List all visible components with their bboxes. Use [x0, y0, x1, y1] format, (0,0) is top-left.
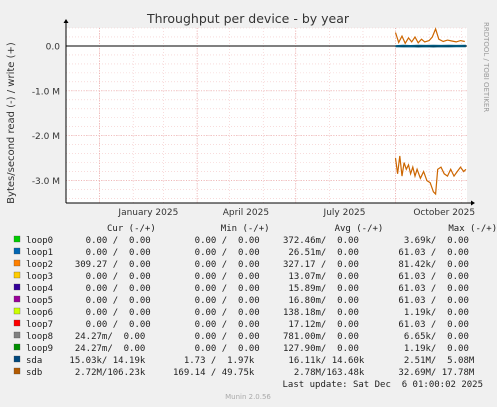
- legend-cur-loop9: 24.27m/ 0.00: [64, 344, 145, 354]
- legend-min-loop5: 0.00 / 0.00: [173, 296, 260, 306]
- legend-max-loop9: 1.19k/ 0.00: [393, 344, 469, 354]
- legend-swatch-loop2: [13, 259, 21, 267]
- legend-max-loop5: 61.03 / 0.00: [393, 296, 469, 306]
- legend-avg-loop7: 17.12m/ 0.00: [283, 320, 359, 330]
- legend-cur-loop0: 0.00 / 0.00: [64, 236, 151, 246]
- legend-max-loop3: 61.03 / 0.00: [393, 272, 469, 282]
- legend-swatch-loop8: [13, 331, 21, 339]
- legend-min-loop0: 0.00 / 0.00: [173, 236, 260, 246]
- legend-name-loop7: loop7: [26, 320, 53, 330]
- legend-max-loop8: 6.65k/ 0.00: [393, 332, 469, 342]
- legend-avg-loop3: 13.07m/ 0.00: [283, 272, 359, 282]
- y-tick-label: -1.0 M: [32, 87, 60, 97]
- series-lines: [394, 27, 467, 196]
- legend-cur-loop4: 0.00 / 0.00: [64, 284, 151, 294]
- legend-avg-sdb: 2.78M/163.48k: [283, 368, 365, 378]
- legend-cur-loop5: 0.00 / 0.00: [64, 296, 151, 306]
- rrdtool-credit: RRDTOOL / TOBI OETIKER: [482, 22, 490, 112]
- legend-max-loop2: 81.42k/ 0.00: [393, 260, 469, 270]
- legend-swatch-sdb: [13, 367, 21, 375]
- legend-avg-loop4: 15.89m/ 0.00: [283, 284, 359, 294]
- axes: 0.0 -1.0 M -2.0 M -3.0 M January 2025 April 2…: [32, 19, 475, 218]
- legend-name-loop8: loop8: [26, 332, 53, 342]
- legend-swatch-loop3: [13, 271, 21, 279]
- y-tick-label: 0.0: [46, 42, 61, 52]
- legend-min-loop4: 0.00 / 0.00: [173, 284, 260, 294]
- legend-name-loop4: loop4: [26, 284, 53, 294]
- legend-cur-loop2: 309.27 / 0.00: [64, 260, 151, 270]
- legend-swatch-loop1: [13, 247, 21, 255]
- legend-max-loop4: 61.03 / 0.00: [393, 284, 469, 294]
- legend-swatch-loop0: [13, 235, 21, 243]
- legend-swatch-loop4: [13, 283, 21, 291]
- legend-min-loop9: 0.00 / 0.00: [173, 344, 260, 354]
- x-tick-label: January 2025: [117, 208, 178, 218]
- legend-name-loop6: loop6: [26, 308, 53, 318]
- legend-avg-loop0: 372.46m/ 0.00: [283, 236, 359, 246]
- legend-name-sda: sda: [26, 356, 42, 366]
- x-axis-arrow: [471, 200, 475, 206]
- legend-max-loop6: 1.19k/ 0.00: [393, 308, 469, 318]
- legend-avg-loop6: 138.18m/ 0.00: [283, 308, 359, 318]
- legend-min-loop2: 0.00 / 0.00: [173, 260, 260, 270]
- legend-name-loop2: loop2: [26, 260, 53, 270]
- series-sdb-write: [394, 27, 465, 45]
- legend-name-sdb: sdb: [26, 368, 42, 378]
- legend-min-sda: 1.73 / 1.97k: [173, 356, 255, 366]
- legend-cur-loop1: 0.00 / 0.00: [64, 248, 151, 258]
- legend-cur-loop8: 24.27m/ 0.00: [64, 332, 145, 342]
- y-axis-label: Bytes/second read (-) / write (+): [6, 42, 17, 204]
- munin-version: Munin 2.0.56: [225, 393, 271, 401]
- chart-title: Throughput per device - by year: [146, 11, 350, 26]
- legend-cur-loop6: 0.00 / 0.00: [64, 308, 151, 318]
- series-sdb-read: [394, 155, 467, 196]
- legend-header: Cur (-/+) Min (-/+) Avg (-/+) Max (-/+): [107, 224, 497, 234]
- legend-swatch-loop9: [13, 343, 21, 351]
- legend-avg-sda: 16.11k/ 14.60k: [283, 356, 365, 366]
- legend-min-sdb: 169.14 / 49.75k: [173, 368, 255, 378]
- legend-avg-loop9: 127.90m/ 0.00: [283, 344, 359, 354]
- legend-max-sdb: 32.69M/ 17.78M: [393, 368, 475, 378]
- x-tick-label: April 2025: [223, 208, 269, 218]
- plot-area: [66, 28, 467, 203]
- y-tick-label: -2.0 M: [32, 132, 60, 142]
- legend-min-loop6: 0.00 / 0.00: [173, 308, 260, 318]
- legend-min-loop3: 0.00 / 0.00: [173, 272, 260, 282]
- legend-swatch-loop5: [13, 295, 21, 303]
- legend-cur-sda: 15.03k/ 14.19k: [64, 356, 146, 366]
- legend: loop0 0.00 / 0.00 0.00 / 0.00 372.46m/ 0.…: [13, 235, 475, 378]
- x-tick-label: October 2025: [413, 208, 475, 218]
- legend-name-loop9: loop9: [26, 344, 53, 354]
- legend-avg-loop1: 26.51m/ 0.00: [283, 248, 359, 258]
- legend-cur-sdb: 2.72M/106.23k: [64, 368, 146, 378]
- last-update: Last update: Sat Dec 6 01:00:02 2025: [283, 380, 483, 390]
- legend-swatch-sda: [13, 355, 21, 363]
- legend-avg-loop5: 16.80m/ 0.00: [283, 296, 359, 306]
- legend-name-loop1: loop1: [26, 248, 53, 258]
- legend-cur-loop7: 0.00 / 0.00: [64, 320, 151, 330]
- legend-max-sda: 2.51M/ 5.08M: [393, 356, 475, 366]
- x-tick-label: July 2025: [323, 208, 366, 218]
- legend-max-loop0: 3.69k/ 0.00: [393, 236, 469, 246]
- legend-min-loop7: 0.00 / 0.00: [173, 320, 260, 330]
- grid: [65, 27, 467, 203]
- legend-swatch-loop6: [13, 307, 21, 315]
- y-tick-label: -3.0 M: [32, 177, 60, 187]
- legend-cur-loop3: 0.00 / 0.00: [64, 272, 151, 282]
- legend-name-loop0: loop0: [26, 236, 53, 246]
- legend-swatch-loop7: [13, 319, 21, 327]
- legend-max-loop1: 61.03 / 0.00: [393, 248, 469, 258]
- legend-avg-loop8: 781.00m/ 0.00: [283, 332, 359, 342]
- legend-min-loop8: 0.00 / 0.00: [173, 332, 260, 342]
- legend-name-loop3: loop3: [26, 272, 53, 282]
- legend-name-loop5: loop5: [26, 296, 53, 306]
- legend-min-loop1: 0.00 / 0.00: [173, 248, 260, 258]
- y-axis-arrow: [63, 19, 69, 23]
- legend-avg-loop2: 327.17 / 0.00: [283, 260, 359, 270]
- legend-max-loop7: 61.03 / 0.00: [393, 320, 469, 330]
